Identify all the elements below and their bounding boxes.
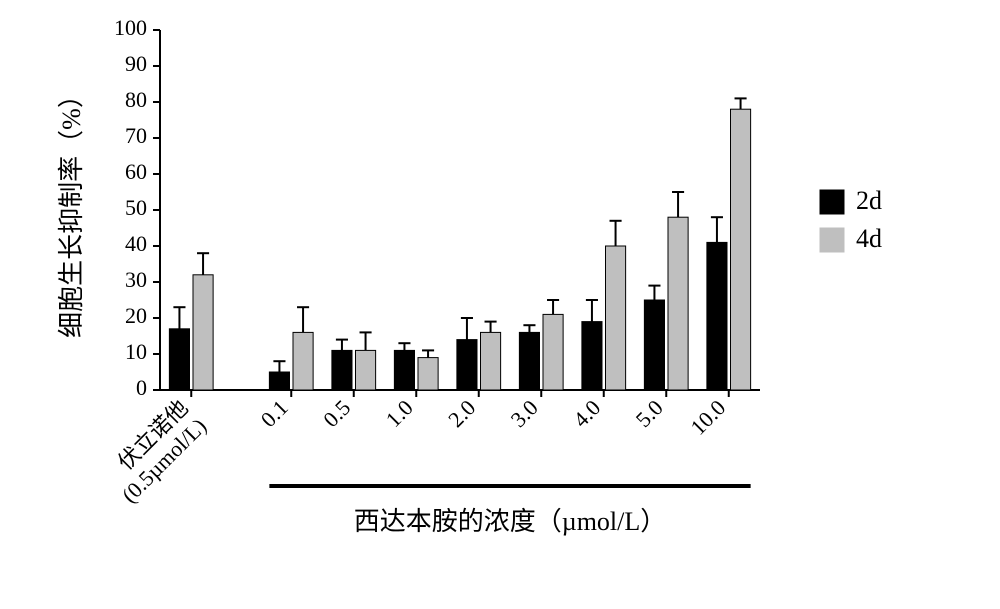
y-tick-label: 80 xyxy=(125,87,147,112)
legend-swatch xyxy=(820,228,844,252)
x-axis-label: 西达本胺的浓度（µmol/L） xyxy=(354,507,667,536)
chart-container: 0102030405060708090100细胞生长抑制率（%）伏立诺他(0.5… xyxy=(0,0,1000,609)
y-tick-label: 90 xyxy=(125,51,147,76)
bar-4d xyxy=(668,217,688,390)
bar-2d xyxy=(519,332,539,390)
bar-2d xyxy=(582,322,602,390)
y-tick-label: 60 xyxy=(125,159,147,184)
y-tick-label: 30 xyxy=(125,267,147,292)
y-axis-label: 细胞生长抑制率（%） xyxy=(57,82,86,338)
bar-2d xyxy=(332,350,352,390)
y-tick-label: 40 xyxy=(125,231,147,256)
bar-4d xyxy=(418,358,438,390)
bar-4d xyxy=(606,246,626,390)
bar-2d xyxy=(457,340,477,390)
legend-swatch xyxy=(820,190,844,214)
legend-label: 2d xyxy=(856,186,882,215)
bar-2d xyxy=(707,242,727,390)
bar-4d xyxy=(481,332,501,390)
y-tick-label: 0 xyxy=(136,375,147,400)
bar-chart: 0102030405060708090100细胞生长抑制率（%）伏立诺他(0.5… xyxy=(0,0,1000,609)
legend-label: 4d xyxy=(856,224,882,253)
bar-2d xyxy=(644,300,664,390)
y-tick-label: 70 xyxy=(125,123,147,148)
y-tick-label: 100 xyxy=(114,15,147,40)
bar-2d xyxy=(169,329,189,390)
bar-4d xyxy=(356,350,376,390)
y-tick-label: 10 xyxy=(125,339,147,364)
bar-4d xyxy=(731,109,751,390)
bar-4d xyxy=(543,314,563,390)
bar-4d xyxy=(293,332,313,390)
y-tick-label: 50 xyxy=(125,195,147,220)
bar-2d xyxy=(269,372,289,390)
bar-4d xyxy=(193,275,213,390)
y-tick-label: 20 xyxy=(125,303,147,328)
bar-2d xyxy=(394,350,414,390)
